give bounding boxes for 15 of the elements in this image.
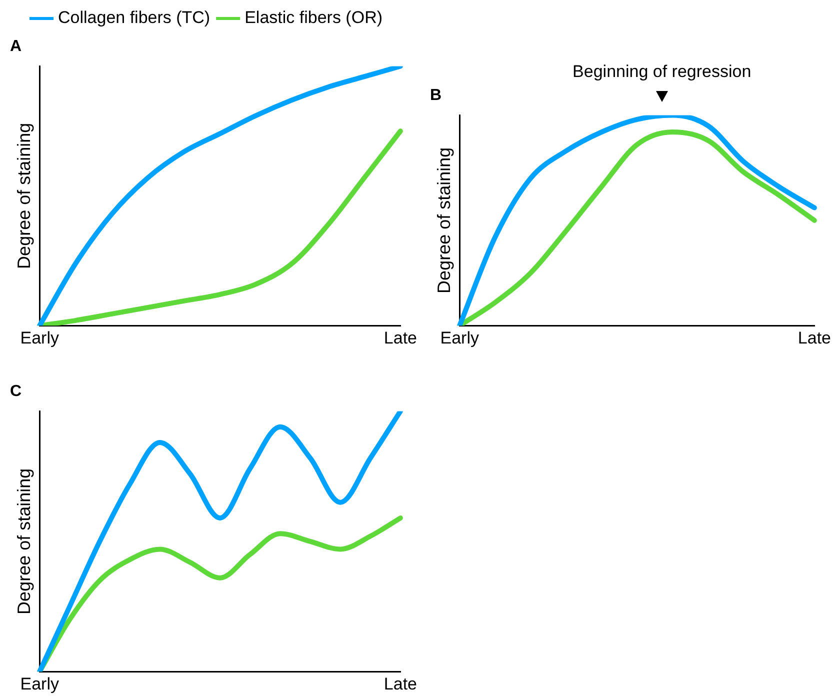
chart-title: B	[430, 87, 442, 104]
x-tick-label: Early	[440, 328, 480, 348]
text: Beginning of regression	[572, 62, 752, 82]
x-tick-label: Late	[798, 328, 832, 348]
x-tick-label: Early	[20, 328, 60, 348]
y-axis-title: Degree of staining	[14, 468, 34, 614]
x-tick-label: Early	[20, 674, 60, 694]
legend-label: Elastic fibers (OR)	[244, 8, 383, 28]
x-tick-label: Late	[384, 328, 418, 348]
y-axis-title: Degree of staining	[14, 122, 34, 269]
chart-title: A	[10, 38, 22, 56]
x-tick-label: Late	[384, 674, 418, 694]
chart-title: C	[10, 383, 22, 400]
y-axis-title: Degree of staining	[434, 147, 454, 294]
legend-label: Collagen fibers (TC)	[58, 8, 210, 28]
